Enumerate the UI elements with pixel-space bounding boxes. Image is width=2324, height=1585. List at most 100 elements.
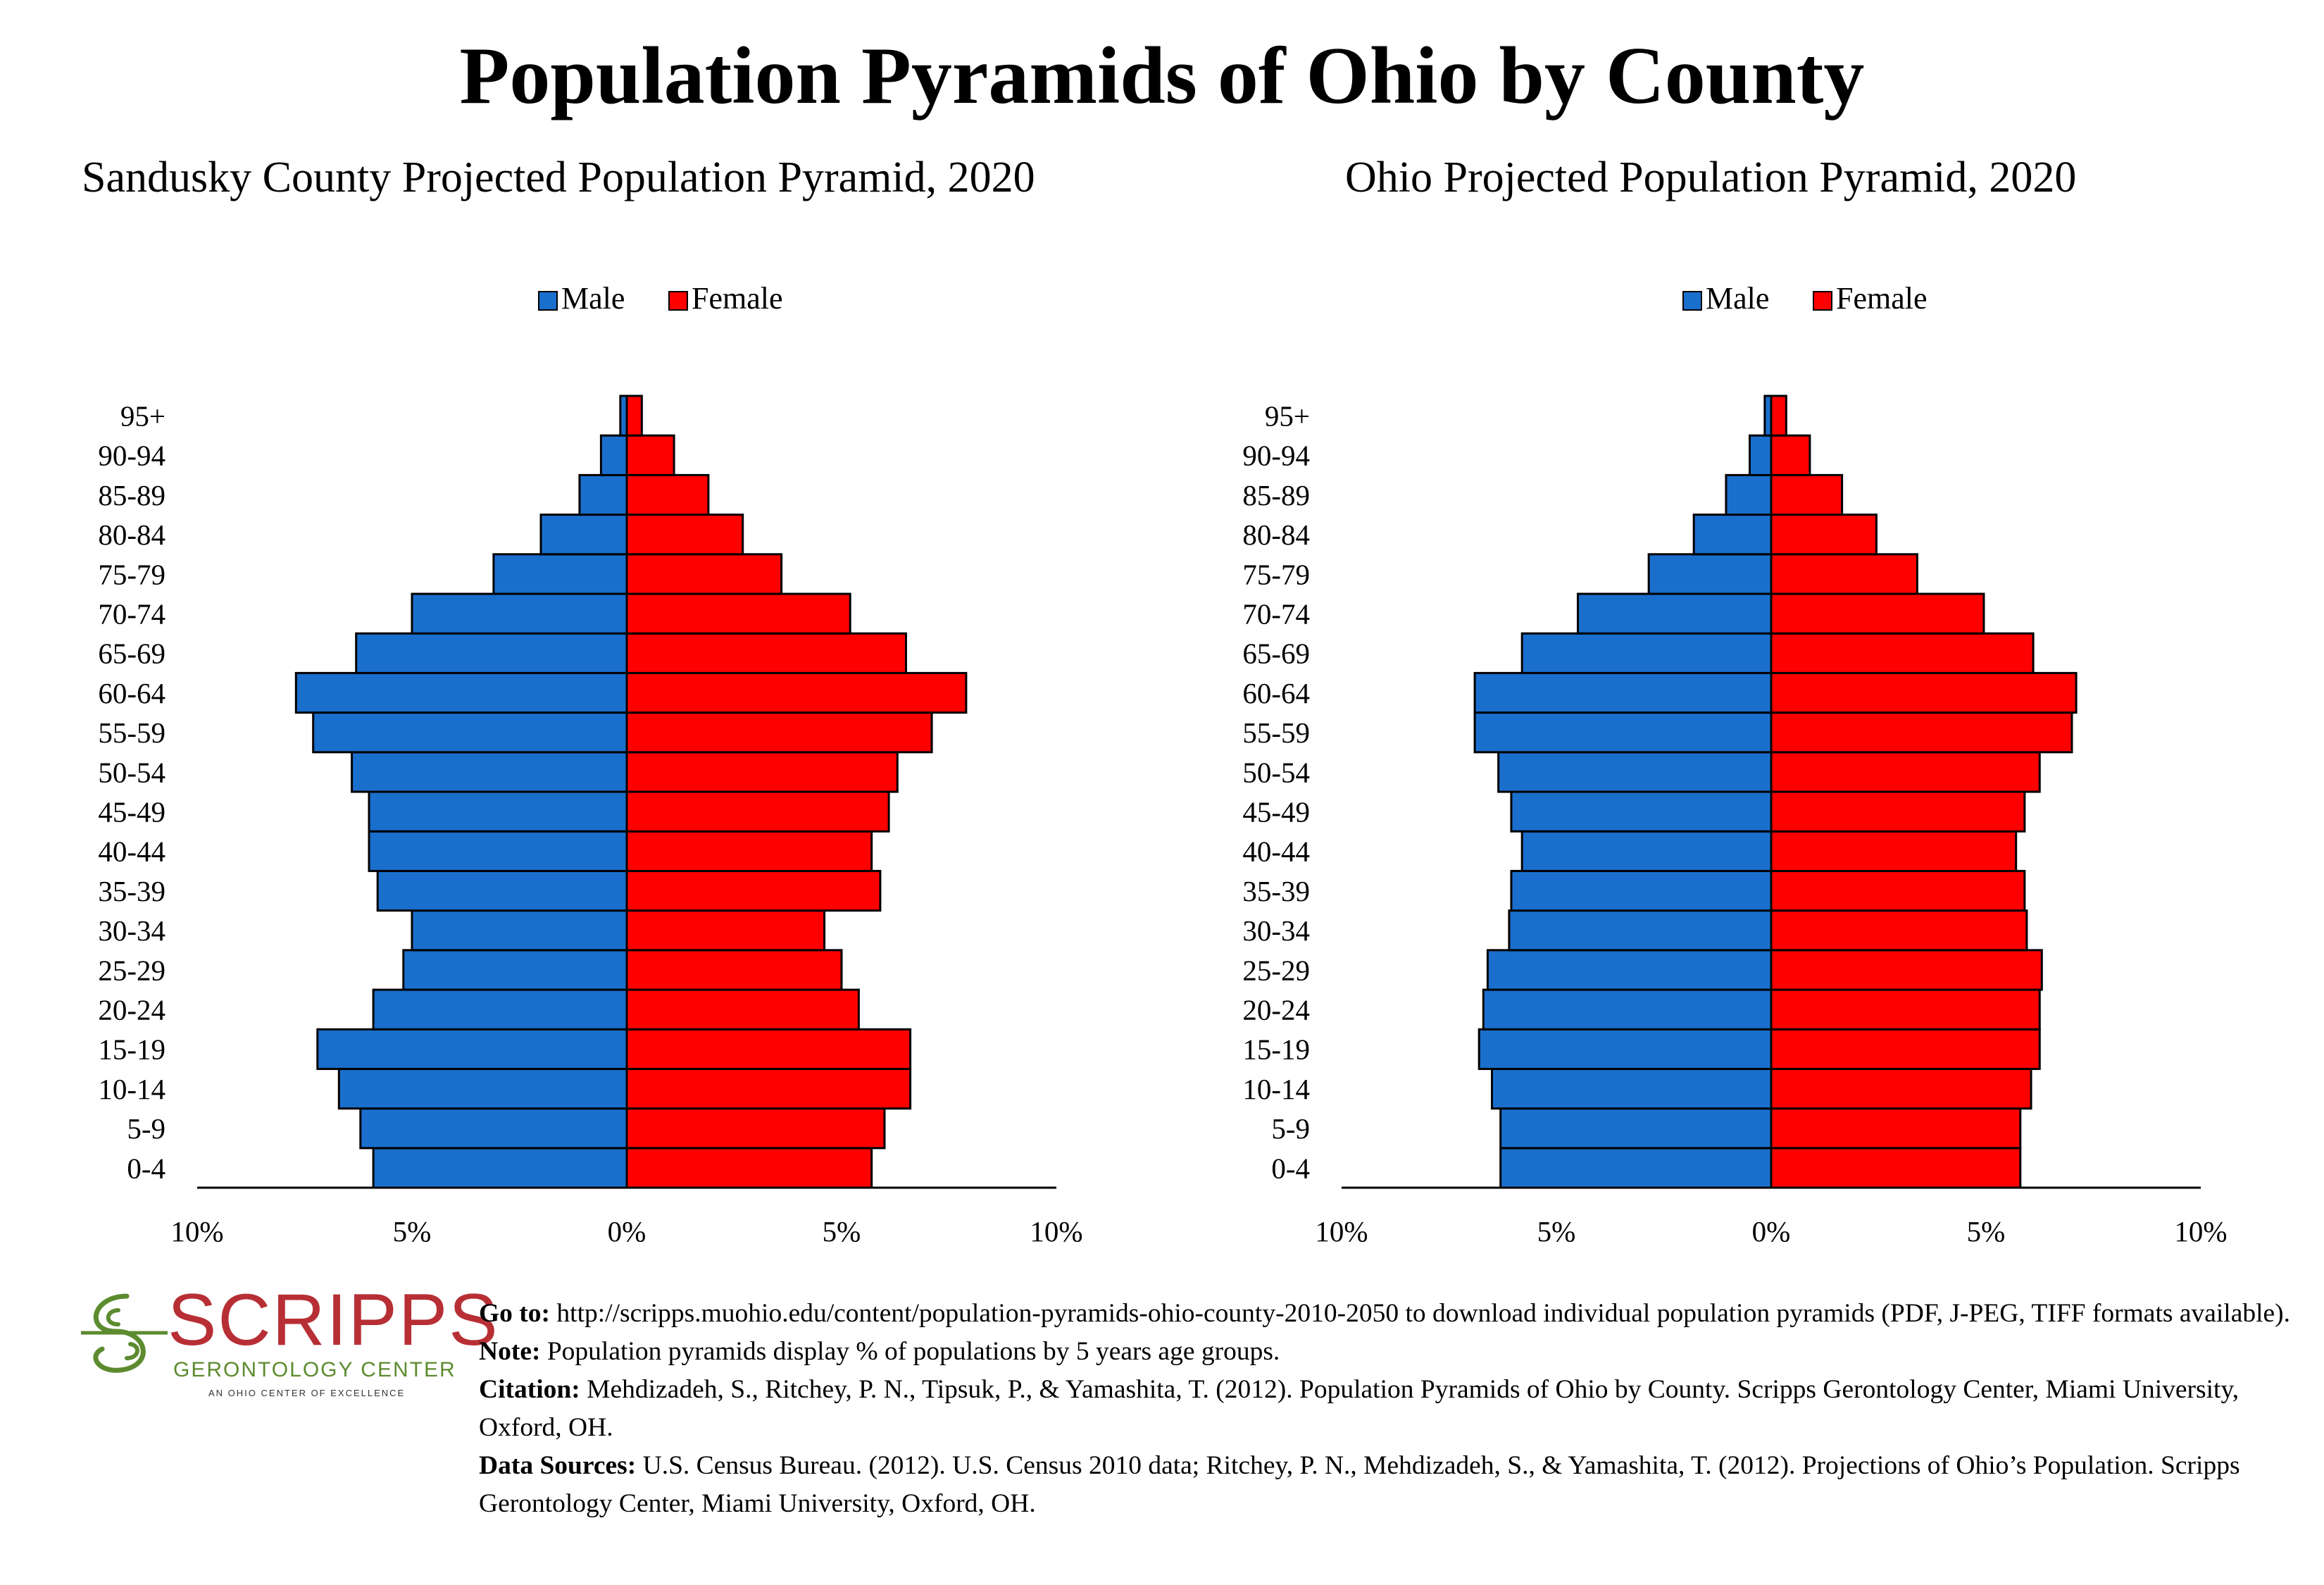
ohio-male-bar-80-84 (1692, 514, 1773, 556)
sandusky-legend-male-swatch (538, 291, 558, 311)
sandusky-age-label-35-39: 35-39 (98, 875, 165, 907)
ohio-age-label-85-89: 85-89 (1242, 479, 1310, 511)
ohio-age-label-5-9: 5-9 (1271, 1112, 1310, 1145)
sandusky-age-label-25-29: 25-29 (98, 954, 165, 986)
ohio-female-bar-70-74 (1770, 592, 1985, 635)
sandusky-male-bar-50-54 (351, 751, 628, 793)
ohio-female-bar-50-54 (1770, 751, 2041, 793)
sandusky-female-bar-0-4 (625, 1147, 873, 1189)
sandusky-female-bar-20-24 (625, 988, 860, 1031)
footer-notes: Go to: http://scripps.muohio.edu/content… (479, 1295, 2310, 1523)
sandusky-male-bar-45-49 (368, 790, 628, 833)
ohio-male-bar-40-44 (1520, 830, 1773, 872)
sandusky-male-bar-5-9 (359, 1107, 628, 1150)
footer-citation-label: Citation: (479, 1375, 580, 1404)
sandusky-female-bar-90-94 (625, 434, 675, 476)
ohio-age-label-45-49: 45-49 (1242, 795, 1310, 828)
ohio-male-bar-15-19 (1478, 1028, 1773, 1070)
ohio-legend-male-swatch (1682, 291, 1702, 311)
sandusky-male-bar-0-4 (372, 1147, 628, 1189)
sandusky-male-bar-20-24 (372, 988, 628, 1031)
footer-citation-text: Mehdizadeh, S., Ritchey, P. N., Tipsuk, … (479, 1375, 2239, 1442)
footer-sources-text: U.S. Census Bureau. (2012). U.S. Census … (479, 1451, 2240, 1518)
sandusky-male-bar-65-69 (355, 632, 628, 674)
ohio-male-bar-0-4 (1499, 1147, 1773, 1189)
ohio-female-bar-5-9 (1770, 1107, 2022, 1150)
sandusky-age-label-55-59: 55-59 (98, 716, 165, 749)
sandusky-male-bar-80-84 (539, 514, 628, 556)
pyramid-charts: 0-4 5-9 10-14 15-19 20-24 25-29 30-34 35-39 40-4… (98, 281, 2227, 1248)
ohio-male-bar-65-69 (1520, 632, 1773, 674)
sandusky-age-label-95+: 95+ (120, 399, 165, 432)
ohio-male-bar-20-24 (1482, 988, 1773, 1031)
sandusky-age-label-15-19: 15-19 (98, 1033, 165, 1066)
scripps-logo-name: SCRIPPS (168, 1279, 499, 1361)
sandusky-age-label-10-14: 10-14 (98, 1073, 165, 1105)
sandusky-age-label-20-24: 20-24 (98, 993, 165, 1026)
ohio-female-bar-10-14 (1770, 1067, 2032, 1110)
sandusky-legend-female-swatch (668, 291, 688, 311)
sandusky-female-bar-80-84 (625, 514, 744, 556)
footer-goto: Go to: http://scripps.muohio.edu/content… (479, 1295, 2310, 1333)
ohio-age-label-65-69: 65-69 (1242, 638, 1310, 670)
ohio-age-label-80-84: 80-84 (1242, 518, 1310, 551)
ohio-age-label-35-39: 35-39 (1242, 875, 1310, 907)
sandusky-female-bar-55-59 (625, 711, 933, 754)
ohio-age-label-55-59: 55-59 (1242, 716, 1310, 749)
ohio-age-label-70-74: 70-74 (1242, 597, 1310, 630)
ohio-female-bar-75-79 (1770, 553, 1918, 595)
sandusky-age-label-45-49: 45-49 (98, 795, 165, 828)
ohio-female-bar-85-89 (1770, 473, 1844, 516)
sandusky-legend-male-label: Male (561, 281, 625, 316)
sandusky-male-bar-30-34 (411, 909, 628, 952)
sandusky-age-label-40-44: 40-44 (98, 835, 165, 868)
sandusky-female-bar-70-74 (625, 592, 851, 635)
ohio-tick-label-2: 0% (1752, 1215, 1791, 1248)
ohio-tick-label-0: 10% (1315, 1215, 1368, 1248)
ohio-male-bar-35-39 (1510, 869, 1773, 912)
sandusky-female-bar-45-49 (625, 790, 890, 833)
sandusky-female-bar-95+ (625, 394, 643, 437)
ohio-age-label-10-14: 10-14 (1242, 1073, 1310, 1105)
ohio-female-bar-40-44 (1770, 830, 2018, 872)
sandusky-age-label-30-34: 30-34 (98, 914, 165, 947)
ohio-age-label-25-29: 25-29 (1242, 954, 1310, 986)
ohio-female-bar-60-64 (1770, 671, 2078, 714)
sandusky-male-bar-75-79 (492, 553, 628, 595)
sandusky-age-label-60-64: 60-64 (98, 677, 165, 709)
sandusky-male-bar-10-14 (337, 1067, 628, 1110)
sandusky-male-bar-55-59 (312, 711, 628, 754)
sandusky-female-bar-60-64 (625, 671, 968, 714)
sandusky-age-label-75-79: 75-79 (98, 558, 165, 590)
ohio-male-bar-75-79 (1647, 553, 1773, 595)
ohio-female-bar-90-94 (1770, 434, 1811, 476)
ohio-female-bar-45-49 (1770, 790, 2026, 833)
sandusky-male-bar-90-94 (599, 434, 628, 476)
sandusky-tick-label-2: 0% (608, 1215, 646, 1248)
ohio-age-label-40-44: 40-44 (1242, 835, 1310, 868)
sandusky-legend-female-label: Female (692, 281, 783, 316)
sandusky-male-bar-25-29 (402, 949, 628, 991)
sandusky-male-bar-85-89 (578, 473, 628, 516)
sandusky-female-bar-85-89 (625, 473, 710, 516)
sandusky-male-bar-35-39 (376, 869, 628, 912)
footer-note-label: Note: (479, 1337, 541, 1366)
ohio-age-label-0-4: 0-4 (1271, 1152, 1310, 1184)
ohio-male-bar-25-29 (1486, 949, 1773, 991)
ohio-age-label-20-24: 20-24 (1242, 993, 1310, 1026)
footer-sources: Data Sources: U.S. Census Bureau. (2012)… (479, 1447, 2310, 1523)
ohio-male-bar-55-59 (1473, 711, 1773, 754)
sandusky-tick-label-3: 5% (823, 1215, 861, 1248)
ohio-age-label-30-34: 30-34 (1242, 914, 1310, 947)
footer-goto-text: http://scripps.muohio.edu/content/popula… (550, 1299, 2291, 1328)
ohio-age-label-90-94: 90-94 (1242, 440, 1310, 472)
sandusky-female-bar-40-44 (625, 830, 873, 872)
sandusky-age-label-85-89: 85-89 (98, 479, 165, 511)
sandusky-age-label-0-4: 0-4 (127, 1152, 165, 1184)
sandusky-tick-label-0: 10% (170, 1215, 223, 1248)
ohio-female-bar-0-4 (1770, 1147, 2022, 1189)
chart-title-sandusky: Sandusky County Projected Population Pyr… (82, 154, 1035, 201)
ohio-female-bar-35-39 (1770, 869, 2026, 912)
sandusky-female-bar-50-54 (625, 751, 899, 793)
footer-sources-label: Data Sources: (479, 1451, 637, 1480)
